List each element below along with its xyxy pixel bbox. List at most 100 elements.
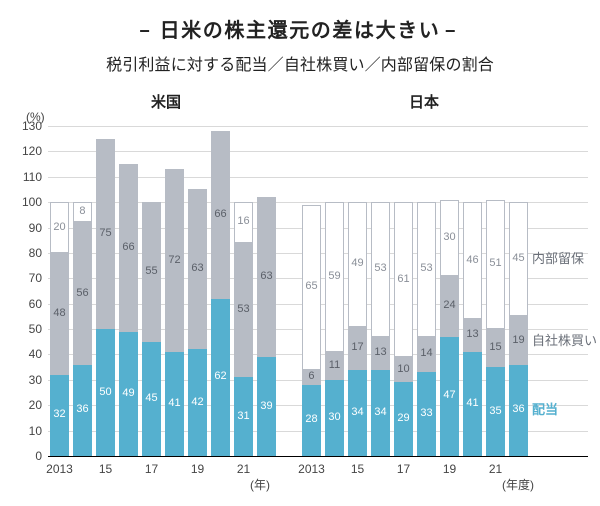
bar: 4172 <box>165 126 184 456</box>
y-tick-label: 130 <box>2 119 42 133</box>
panel-title-us: 米国 <box>48 91 284 112</box>
y-tick-label: 40 <box>2 347 42 361</box>
chart-title: − 日米の株主還元の差は大きい − <box>0 0 600 43</box>
segment-dividend <box>463 352 482 456</box>
title-dash-left: − <box>139 21 155 41</box>
segment-buyback <box>165 169 184 352</box>
y-tick-label: 110 <box>2 170 42 184</box>
x-tick-label: 17 <box>145 462 158 476</box>
y-tick-label: 90 <box>2 221 42 235</box>
segment-buyback <box>119 164 138 332</box>
x-tick-label: 21 <box>489 462 502 476</box>
bar: 3963 <box>257 126 276 456</box>
y-tick-label: 20 <box>2 398 42 412</box>
x-tick-label: 21 <box>237 462 250 476</box>
bar: 301159 <box>325 126 344 456</box>
segment-buyback <box>234 243 253 378</box>
legend-dividend: 配当 <box>532 399 558 418</box>
segment-dividend <box>73 365 92 456</box>
segment-dividend <box>325 380 344 456</box>
plot-area: 0102030405060708090100110120130324820201… <box>48 126 588 456</box>
segment-dividend <box>486 367 505 456</box>
bar: 4263 <box>188 126 207 456</box>
segment-dividend <box>234 377 253 456</box>
x-tick-label: 15 <box>351 462 364 476</box>
segment-dividend <box>371 370 390 456</box>
segment-dividend <box>302 385 321 456</box>
segment-retained <box>325 202 344 352</box>
title-text: 日米の株主還元の差は大きい <box>160 20 441 42</box>
panel-titles: 米国 日本 <box>0 91 600 112</box>
segment-dividend <box>394 382 413 456</box>
chart-area: (%) 010203040506070809010011012013032482… <box>0 116 600 496</box>
segment-dividend <box>165 352 184 456</box>
y-tick-label: 10 <box>2 424 42 438</box>
y-tick-label: 60 <box>2 297 42 311</box>
y-tick-label: 50 <box>2 322 42 336</box>
bar: 315316 <box>234 126 253 456</box>
legend-retained: 内部留保 <box>532 248 584 267</box>
bar: 5075 <box>96 126 115 456</box>
x-tick-label: 19 <box>443 462 456 476</box>
bar: 351551 <box>486 126 505 456</box>
x-tick-label: 19 <box>191 462 204 476</box>
segment-retained <box>73 202 92 222</box>
segment-retained <box>371 202 390 337</box>
segment-dividend <box>509 365 528 456</box>
segment-buyback <box>440 276 459 337</box>
bar: 28665 <box>302 126 321 456</box>
x-tick-label: 15 <box>99 462 112 476</box>
panel-title-jp: 日本 <box>306 91 542 112</box>
segment-dividend <box>188 349 207 456</box>
segment-buyback <box>486 329 505 367</box>
segment-buyback <box>371 337 390 370</box>
segment-buyback <box>394 357 413 382</box>
bar: 411346 <box>463 126 482 456</box>
segment-buyback <box>96 139 115 329</box>
bar: 4555 <box>142 126 161 456</box>
x-axis-unit: (年) <box>250 476 270 493</box>
segment-buyback <box>417 337 436 373</box>
x-tick-label: 2013 <box>298 462 325 476</box>
y-tick-label: 100 <box>2 195 42 209</box>
segment-dividend <box>440 337 459 456</box>
segment-retained <box>509 202 528 316</box>
segment-buyback <box>348 327 367 370</box>
segment-dividend <box>417 372 436 456</box>
x-tick-label: 2013 <box>46 462 73 476</box>
bar: 331453 <box>417 126 436 456</box>
segment-dividend <box>257 357 276 456</box>
y-tick-label: 120 <box>2 144 42 158</box>
segment-dividend <box>50 375 69 456</box>
title-dash-right: − <box>445 21 461 41</box>
legend-buyback: 自社株買い <box>532 330 597 349</box>
y-tick-label: 0 <box>2 449 42 463</box>
segment-dividend <box>142 342 161 456</box>
bar: 4966 <box>119 126 138 456</box>
segment-retained <box>234 202 253 243</box>
segment-dividend <box>119 332 138 456</box>
y-tick-label: 30 <box>2 373 42 387</box>
segment-buyback <box>257 197 276 357</box>
bar: 6266 <box>211 126 230 456</box>
bar: 341353 <box>371 126 390 456</box>
bar: 361945 <box>509 126 528 456</box>
x-tick-label: 17 <box>397 462 410 476</box>
segment-buyback <box>463 319 482 352</box>
segment-retained <box>417 202 436 337</box>
segment-dividend <box>96 329 115 456</box>
bar: 341749 <box>348 126 367 456</box>
segment-retained <box>394 202 413 357</box>
segment-buyback <box>142 202 161 342</box>
bar: 324820 <box>50 126 69 456</box>
segment-retained <box>463 202 482 319</box>
segment-dividend <box>348 370 367 456</box>
gridline <box>48 456 588 457</box>
bar: 36568 <box>73 126 92 456</box>
segment-buyback <box>325 352 344 380</box>
bar: 472430 <box>440 126 459 456</box>
bar: 291061 <box>394 126 413 456</box>
segment-buyback <box>188 189 207 349</box>
segment-buyback <box>509 316 528 364</box>
y-tick-label: 80 <box>2 246 42 260</box>
